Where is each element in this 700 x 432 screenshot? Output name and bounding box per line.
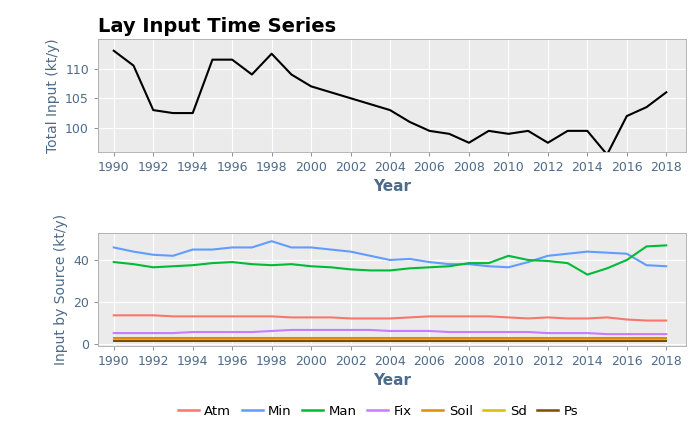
Text: Lay Input Time Series: Lay Input Time Series [98, 17, 336, 36]
Legend: Atm, Min, Man, Fix, Soil, Sd, Ps: Atm, Min, Man, Fix, Soil, Sd, Ps [173, 400, 583, 423]
X-axis label: Year: Year [373, 179, 411, 194]
Y-axis label: Total Input (kt/y): Total Input (kt/y) [46, 38, 60, 152]
X-axis label: Year: Year [373, 373, 411, 388]
Y-axis label: Input by Source (kt/y): Input by Source (kt/y) [53, 214, 67, 365]
